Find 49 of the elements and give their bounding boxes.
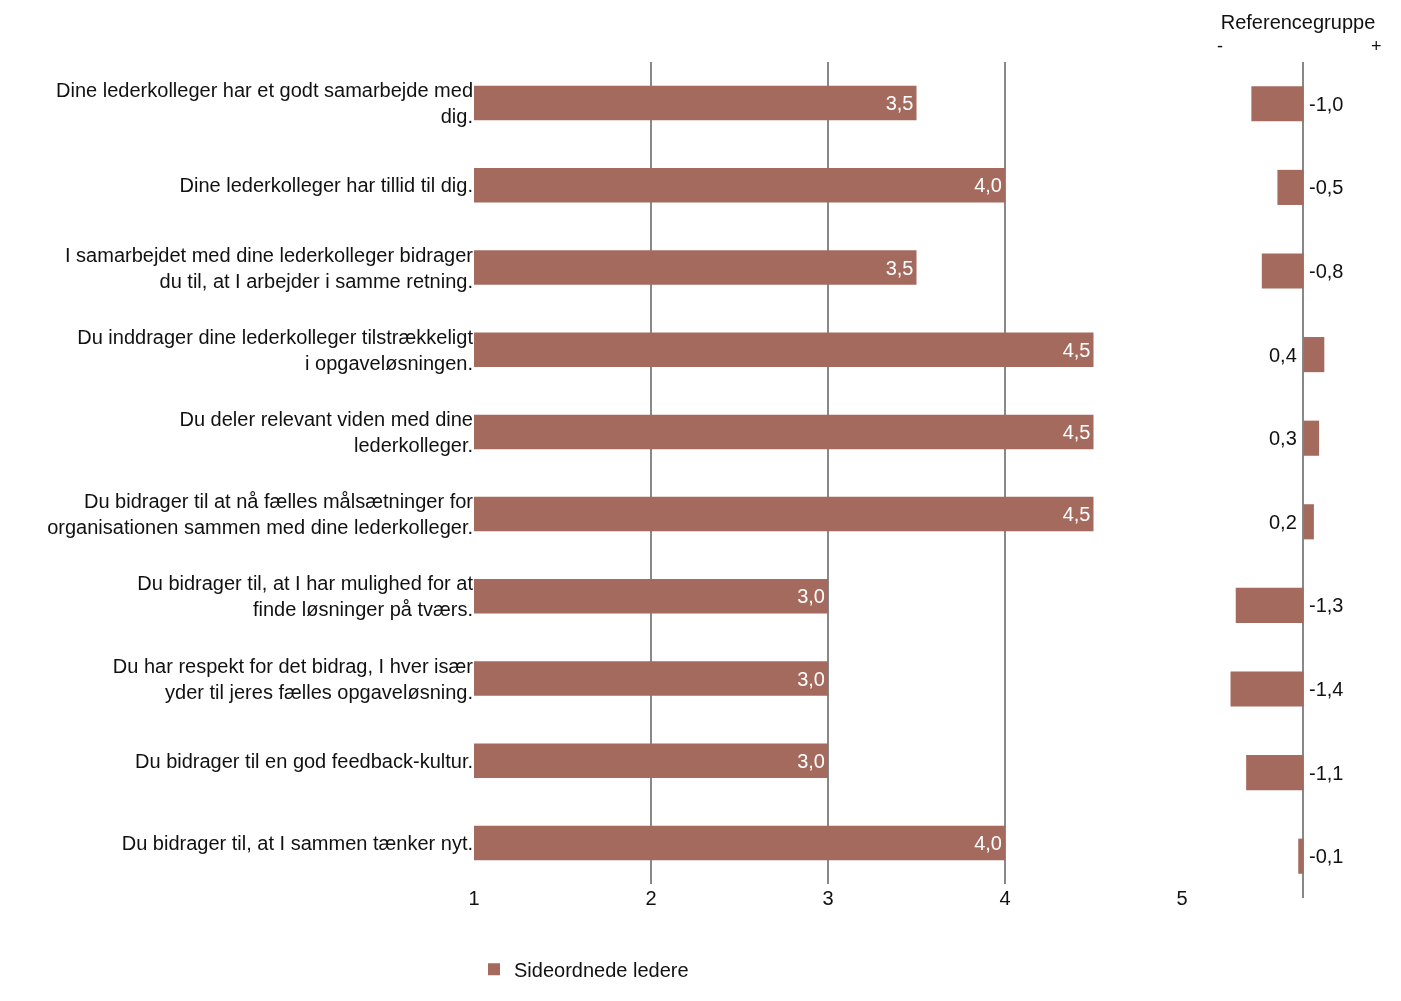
legend-label: Sideordnede ledere [514, 959, 689, 982]
data-label: 3,0 [797, 749, 825, 772]
x-tick-label: 3 [822, 887, 834, 909]
data-label: 3,0 [797, 667, 825, 690]
bar [1298, 838, 1304, 874]
bar [1235, 587, 1304, 623]
data-label: -0,1 [1309, 845, 1344, 867]
y-tick-label: Du bidrager til, at I har mulighed for at finde løsninger på tværs. [137, 572, 474, 621]
bar [1230, 671, 1304, 707]
x-tick-label: 1 [468, 887, 480, 909]
data-label: 0,3 [1269, 427, 1297, 449]
y-tick-label: Du inddrager dine lederkolleger tilstrækkeligt i opgaveløsningen. [77, 325, 474, 374]
data-label: 4,0 [974, 831, 1002, 854]
bar [1303, 504, 1314, 540]
data-label: -0,5 [1309, 176, 1344, 198]
y-tick-label: I samarbejdet med dine lederkolleger bidrager du til, at I arbejder i samme retning. [64, 243, 474, 292]
y-tick-label: Dine lederkolleger har tillid til dig. [179, 174, 473, 197]
data-label: 0,4 [1269, 344, 1297, 366]
data-label: -0,8 [1309, 260, 1344, 282]
data-label: 3,5 [885, 92, 914, 115]
bar [1261, 253, 1304, 289]
data-label: 0,2 [1269, 511, 1297, 533]
data-label: 4,5 [1062, 503, 1091, 526]
data-label: 3,5 [885, 256, 914, 279]
y-tick-label: Du bidrager til, at I sammen tænker nyt. [121, 831, 473, 854]
y-tick-label: Du bidrager til at nå fælles målsætninger for organisationen sammen med dine lederkolleger. [47, 490, 474, 539]
data-label: -1,1 [1309, 762, 1344, 784]
bar [1277, 169, 1304, 205]
x-tick-label: 2 [645, 887, 657, 909]
data-label: -1,3 [1309, 594, 1344, 616]
bar [1251, 86, 1304, 122]
text: + [1371, 36, 1382, 56]
bar [1246, 755, 1304, 791]
data-label: 4,5 [1062, 420, 1091, 443]
bar [1303, 337, 1325, 373]
data-label: 4,5 [1062, 338, 1091, 361]
y-tick-label: Du bidrager til en god feedback-kultur. [135, 749, 473, 772]
text: - [1217, 36, 1223, 56]
y-tick-label: Du har respekt for det bidrag, I hver især yder til jeres fælles opgaveløsning. [112, 654, 474, 703]
bar [1303, 420, 1320, 456]
data-label: 4,0 [974, 174, 1002, 197]
x-tick-label: 4 [999, 887, 1011, 909]
data-label: -1,4 [1309, 678, 1344, 700]
data-label: 3,0 [797, 585, 825, 608]
x-tick-label: 5 [1176, 887, 1188, 909]
data-label: -1,0 [1309, 93, 1344, 115]
chart-title: Referencegruppe [1220, 11, 1376, 34]
y-tick-label: Du deler relevant viden med dine lederkolleger. [179, 407, 473, 456]
y-tick-label: Dine lederkolleger har et godt samarbejde med dig. [56, 79, 473, 128]
